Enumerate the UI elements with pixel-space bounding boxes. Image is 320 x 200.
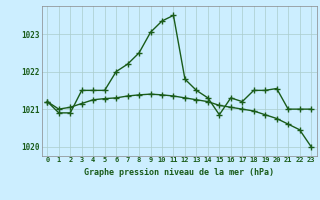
X-axis label: Graphe pression niveau de la mer (hPa): Graphe pression niveau de la mer (hPa) <box>84 168 274 177</box>
